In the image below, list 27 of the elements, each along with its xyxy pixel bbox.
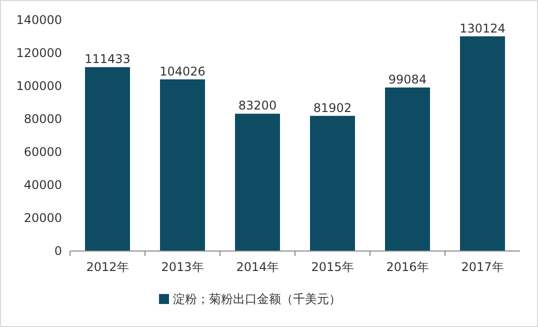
y-tick-label: 120000 [16, 46, 62, 60]
bar [85, 67, 130, 251]
data-label: 130124 [460, 21, 506, 36]
x-tick-label: 2012年 [86, 260, 129, 274]
y-tick-label: 100000 [16, 79, 62, 94]
x-tick-label: 2016年 [386, 260, 429, 274]
y-tick-label: 140000 [16, 13, 62, 28]
y-tick-label: 20000 [24, 211, 62, 226]
data-label: 81902 [313, 100, 352, 115]
data-label: 104026 [160, 64, 206, 78]
bar [235, 114, 280, 251]
bar [160, 79, 205, 251]
y-tick-label: 40000 [24, 178, 62, 192]
y-tick-label: 0 [54, 244, 62, 258]
x-tick-label: 2015年 [311, 260, 354, 274]
x-tick-label: 2013年 [161, 260, 204, 274]
legend-label: 淀粉；菊粉出口金额（千美元） [173, 292, 341, 306]
data-label: 111433 [84, 52, 130, 66]
x-tick-label: 2014年 [236, 260, 279, 274]
bar [460, 36, 505, 251]
bar [385, 88, 430, 251]
data-label: 99084 [388, 72, 427, 87]
y-tick-label: 60000 [24, 145, 62, 160]
x-tick-label: 2017年 [461, 260, 504, 274]
bar [310, 116, 355, 251]
data-label: 83200 [238, 98, 277, 113]
y-tick-label: 80000 [24, 112, 62, 126]
